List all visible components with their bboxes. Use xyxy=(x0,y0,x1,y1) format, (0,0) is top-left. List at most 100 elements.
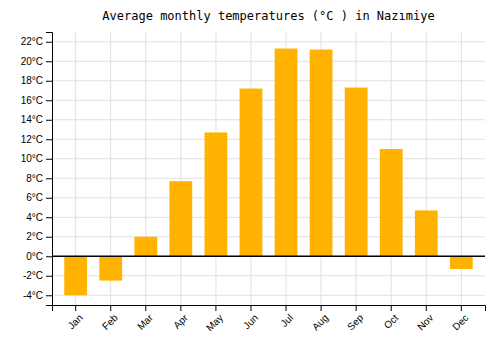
tick: Dec xyxy=(450,305,470,332)
tick-mark xyxy=(215,305,216,311)
grid-line xyxy=(426,32,427,305)
tick-label: 16°C xyxy=(21,95,43,106)
tick-mark xyxy=(391,305,392,311)
tick-label: Aug xyxy=(310,312,330,332)
grid-line xyxy=(52,295,485,296)
grid-line xyxy=(52,61,485,62)
tick: -4°C xyxy=(23,290,52,301)
tick-label: 8°C xyxy=(26,173,43,184)
grid-line xyxy=(52,100,485,101)
tick: Aug xyxy=(310,305,330,332)
tick-label: Apr xyxy=(171,312,190,331)
tick: Mar xyxy=(135,305,155,332)
tick-label: May xyxy=(204,312,225,333)
tick-mark xyxy=(110,305,111,311)
tick-mark xyxy=(145,305,146,311)
tick-label: Jul xyxy=(278,312,295,329)
tick: 14°C xyxy=(21,114,52,125)
tick-mark xyxy=(46,237,52,238)
grid-line xyxy=(52,41,485,42)
tick-label: 2°C xyxy=(26,231,43,242)
tick-label: Nov xyxy=(415,312,435,332)
tick: 22°C xyxy=(21,36,52,47)
tick: -2°C xyxy=(23,270,52,281)
bar xyxy=(345,88,368,257)
tick-label: 14°C xyxy=(21,114,43,125)
bar xyxy=(134,237,157,257)
plot-area: -4°C -2°C 0°C 2°C 4°C 6°C 8°C 10°C 12°C 14°C 16°C 1… xyxy=(21,32,486,333)
tick: 18°C xyxy=(21,75,52,86)
tick: 0°C xyxy=(26,251,52,262)
tick-mark xyxy=(46,139,52,140)
tick-label: 18°C xyxy=(21,75,43,86)
tick-label: 20°C xyxy=(21,56,43,67)
grid-line xyxy=(180,32,181,305)
tick-mark xyxy=(46,42,52,43)
tick-mark xyxy=(180,305,181,311)
tick: 12°C xyxy=(21,134,52,145)
tick: 2°C xyxy=(26,231,52,242)
grid-line xyxy=(145,32,146,305)
tick-mark xyxy=(46,295,52,296)
bar xyxy=(205,132,228,256)
tick-mark xyxy=(46,159,52,160)
tick-label: -4°C xyxy=(23,290,43,301)
tick-label: Jan xyxy=(66,312,85,331)
tick-mark xyxy=(46,81,52,82)
tick-mark xyxy=(75,305,76,311)
tick: 4°C xyxy=(26,212,52,223)
tick-label: 0°C xyxy=(26,251,43,262)
tick-label: 12°C xyxy=(21,134,43,145)
title: Average monthly temperatures (°C ) in Na… xyxy=(102,9,434,23)
bar xyxy=(310,50,333,257)
tick: May xyxy=(204,305,225,333)
grid-line xyxy=(52,197,485,198)
tick-mark xyxy=(426,305,427,311)
tick: Feb xyxy=(100,305,120,332)
tick-label: 4°C xyxy=(26,212,43,223)
tick-mark xyxy=(250,305,251,311)
zero-line xyxy=(52,256,485,258)
bar xyxy=(240,89,263,257)
grid-line xyxy=(52,256,485,257)
tick-mark xyxy=(46,120,52,121)
tick: Jul xyxy=(278,305,295,329)
y-axis: -4°C -2°C 0°C 2°C 4°C 6°C 8°C 10°C 12°C 14°C 16°C 1… xyxy=(21,33,53,306)
tick: 20°C xyxy=(21,56,52,67)
tick: Jun xyxy=(241,305,260,331)
tick-label: Feb xyxy=(100,312,120,332)
bar xyxy=(275,49,298,257)
tick-mark xyxy=(46,256,52,257)
tick: Nov xyxy=(415,305,435,332)
tick: 8°C xyxy=(26,173,52,184)
bar xyxy=(450,256,473,269)
grid-line xyxy=(52,80,485,81)
grid-line xyxy=(52,119,485,120)
chart: -4°C -2°C 0°C 2°C 4°C 6°C 8°C 10°C 12°C 14°C 16°C 1… xyxy=(0,0,500,350)
tick-label: Oct xyxy=(382,312,401,331)
tick-mark xyxy=(286,305,287,311)
tick-mark xyxy=(356,305,357,311)
tick-label: Mar xyxy=(135,312,155,332)
tick-mark xyxy=(46,178,52,179)
tick-label: 22°C xyxy=(21,36,43,47)
bar xyxy=(380,149,403,256)
axis-line xyxy=(53,306,486,312)
tick: 6°C xyxy=(26,192,52,203)
tick-label: 10°C xyxy=(21,153,43,164)
tick: Oct xyxy=(382,305,401,331)
bar xyxy=(169,181,192,256)
grid-line xyxy=(52,139,485,140)
tick-mark xyxy=(321,305,322,311)
tick: 10°C xyxy=(21,153,52,164)
tick-mark xyxy=(46,198,52,199)
tick: Apr xyxy=(171,305,190,331)
bar xyxy=(99,256,122,280)
tick: Sep xyxy=(345,305,366,332)
grid-line xyxy=(52,158,485,159)
bar xyxy=(64,256,87,295)
tick: Jan xyxy=(66,305,85,331)
tick-label: -2°C xyxy=(23,270,43,281)
tick-mark xyxy=(46,61,52,62)
tick-label: 6°C xyxy=(26,192,43,203)
